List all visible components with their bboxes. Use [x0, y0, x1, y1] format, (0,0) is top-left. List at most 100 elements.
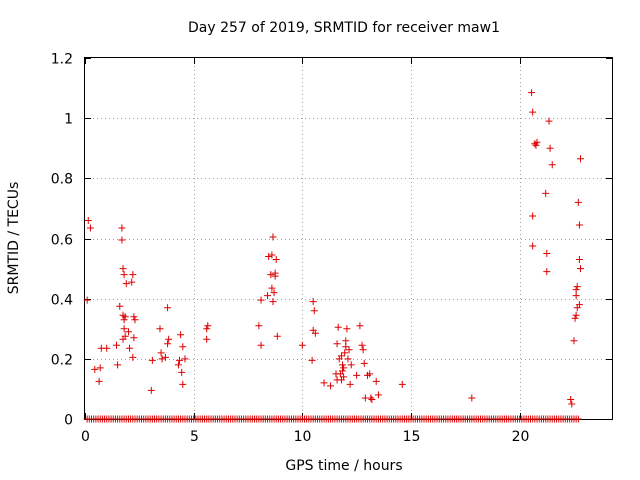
data-point — [360, 359, 368, 367]
chart-title: Day 257 of 2019, SRMTID for receiver maw… — [188, 20, 500, 36]
data-point — [546, 144, 554, 152]
data-point — [345, 346, 353, 354]
data-point — [83, 296, 91, 304]
data-point — [346, 380, 354, 388]
grid-lines — [85, 58, 612, 419]
data-point — [340, 364, 348, 372]
data-point — [310, 307, 318, 315]
data-point — [542, 189, 550, 197]
data-point — [344, 355, 352, 363]
data-point — [356, 322, 364, 330]
data-point — [269, 233, 277, 241]
data-point — [573, 283, 581, 291]
data-point — [148, 356, 156, 364]
data-point — [177, 331, 185, 339]
data-point — [121, 313, 129, 321]
data-point — [267, 271, 275, 279]
data-point — [126, 344, 134, 352]
data-point — [255, 322, 263, 330]
data-point — [337, 352, 345, 360]
data-point — [529, 108, 537, 116]
data-point — [203, 335, 211, 343]
data-point — [367, 394, 375, 402]
data-point — [339, 361, 347, 369]
data-point — [272, 256, 280, 264]
data-point — [268, 251, 276, 259]
data-point — [359, 346, 367, 354]
data-point — [571, 314, 579, 322]
data-point — [572, 292, 580, 300]
data-point — [157, 349, 165, 357]
data-point — [543, 250, 551, 258]
data-point — [161, 353, 169, 361]
y-axis-label: SRMTID / TECUs — [6, 182, 22, 295]
data-point — [543, 268, 551, 276]
data-point — [103, 344, 111, 352]
data-point — [468, 394, 476, 402]
data-point — [271, 272, 279, 280]
x-tick-label: 10 — [294, 429, 312, 445]
data-point — [91, 365, 99, 373]
data-point — [164, 340, 172, 348]
axis-ticks: 0 5 10 15 20 0 0.2 0.4 0.6 0.8 1 1.2 — [51, 52, 612, 445]
data-point — [533, 138, 541, 146]
data-point — [118, 236, 126, 244]
data-point — [339, 367, 347, 375]
data-point — [118, 224, 126, 232]
data-point — [575, 301, 583, 309]
data-point — [342, 337, 350, 345]
y-tick-label: 0 — [64, 413, 73, 429]
data-point — [204, 322, 212, 330]
data-point — [257, 296, 265, 304]
data-point — [178, 368, 186, 376]
data-point — [570, 337, 578, 345]
data-point — [131, 316, 139, 324]
data-point — [96, 364, 104, 372]
data-point — [320, 379, 328, 387]
data-point — [116, 302, 124, 310]
data-point — [181, 355, 189, 363]
y-tick-label: 1.2 — [51, 52, 73, 68]
data-point — [147, 386, 155, 394]
data-point — [327, 382, 335, 390]
data-point — [572, 286, 580, 294]
data-point — [120, 325, 128, 333]
data-point — [265, 253, 273, 261]
data-point — [119, 265, 127, 273]
data-point — [273, 332, 281, 340]
data-point — [269, 298, 277, 306]
data-point — [95, 377, 103, 385]
data-point — [398, 380, 406, 388]
data-point — [529, 242, 537, 250]
data-point — [268, 284, 276, 292]
data-point — [156, 325, 164, 333]
y-tick-label: 0.2 — [51, 353, 73, 369]
x-axis-label: GPS time / hours — [285, 458, 402, 474]
data-points — [83, 89, 584, 423]
data-point — [270, 289, 278, 297]
data-point — [529, 212, 537, 220]
data-point — [158, 355, 166, 363]
data-point — [120, 316, 128, 324]
data-point — [372, 377, 380, 385]
data-point — [341, 349, 349, 357]
data-point — [119, 335, 127, 343]
y-tick-label: 0.4 — [51, 293, 73, 309]
data-point — [567, 395, 575, 403]
data-point — [124, 328, 132, 336]
data-point — [343, 325, 351, 333]
data-point — [333, 340, 341, 348]
data-point — [309, 298, 317, 306]
data-point — [575, 221, 583, 229]
data-point — [179, 380, 187, 388]
y-tick-label: 0.6 — [51, 233, 73, 249]
data-point — [311, 329, 319, 337]
data-point — [532, 141, 540, 149]
zero-data-point — [574, 415, 582, 423]
data-point — [308, 356, 316, 364]
data-point — [129, 353, 137, 361]
data-point — [568, 400, 576, 408]
data-point — [86, 224, 94, 232]
data-point — [84, 216, 92, 224]
